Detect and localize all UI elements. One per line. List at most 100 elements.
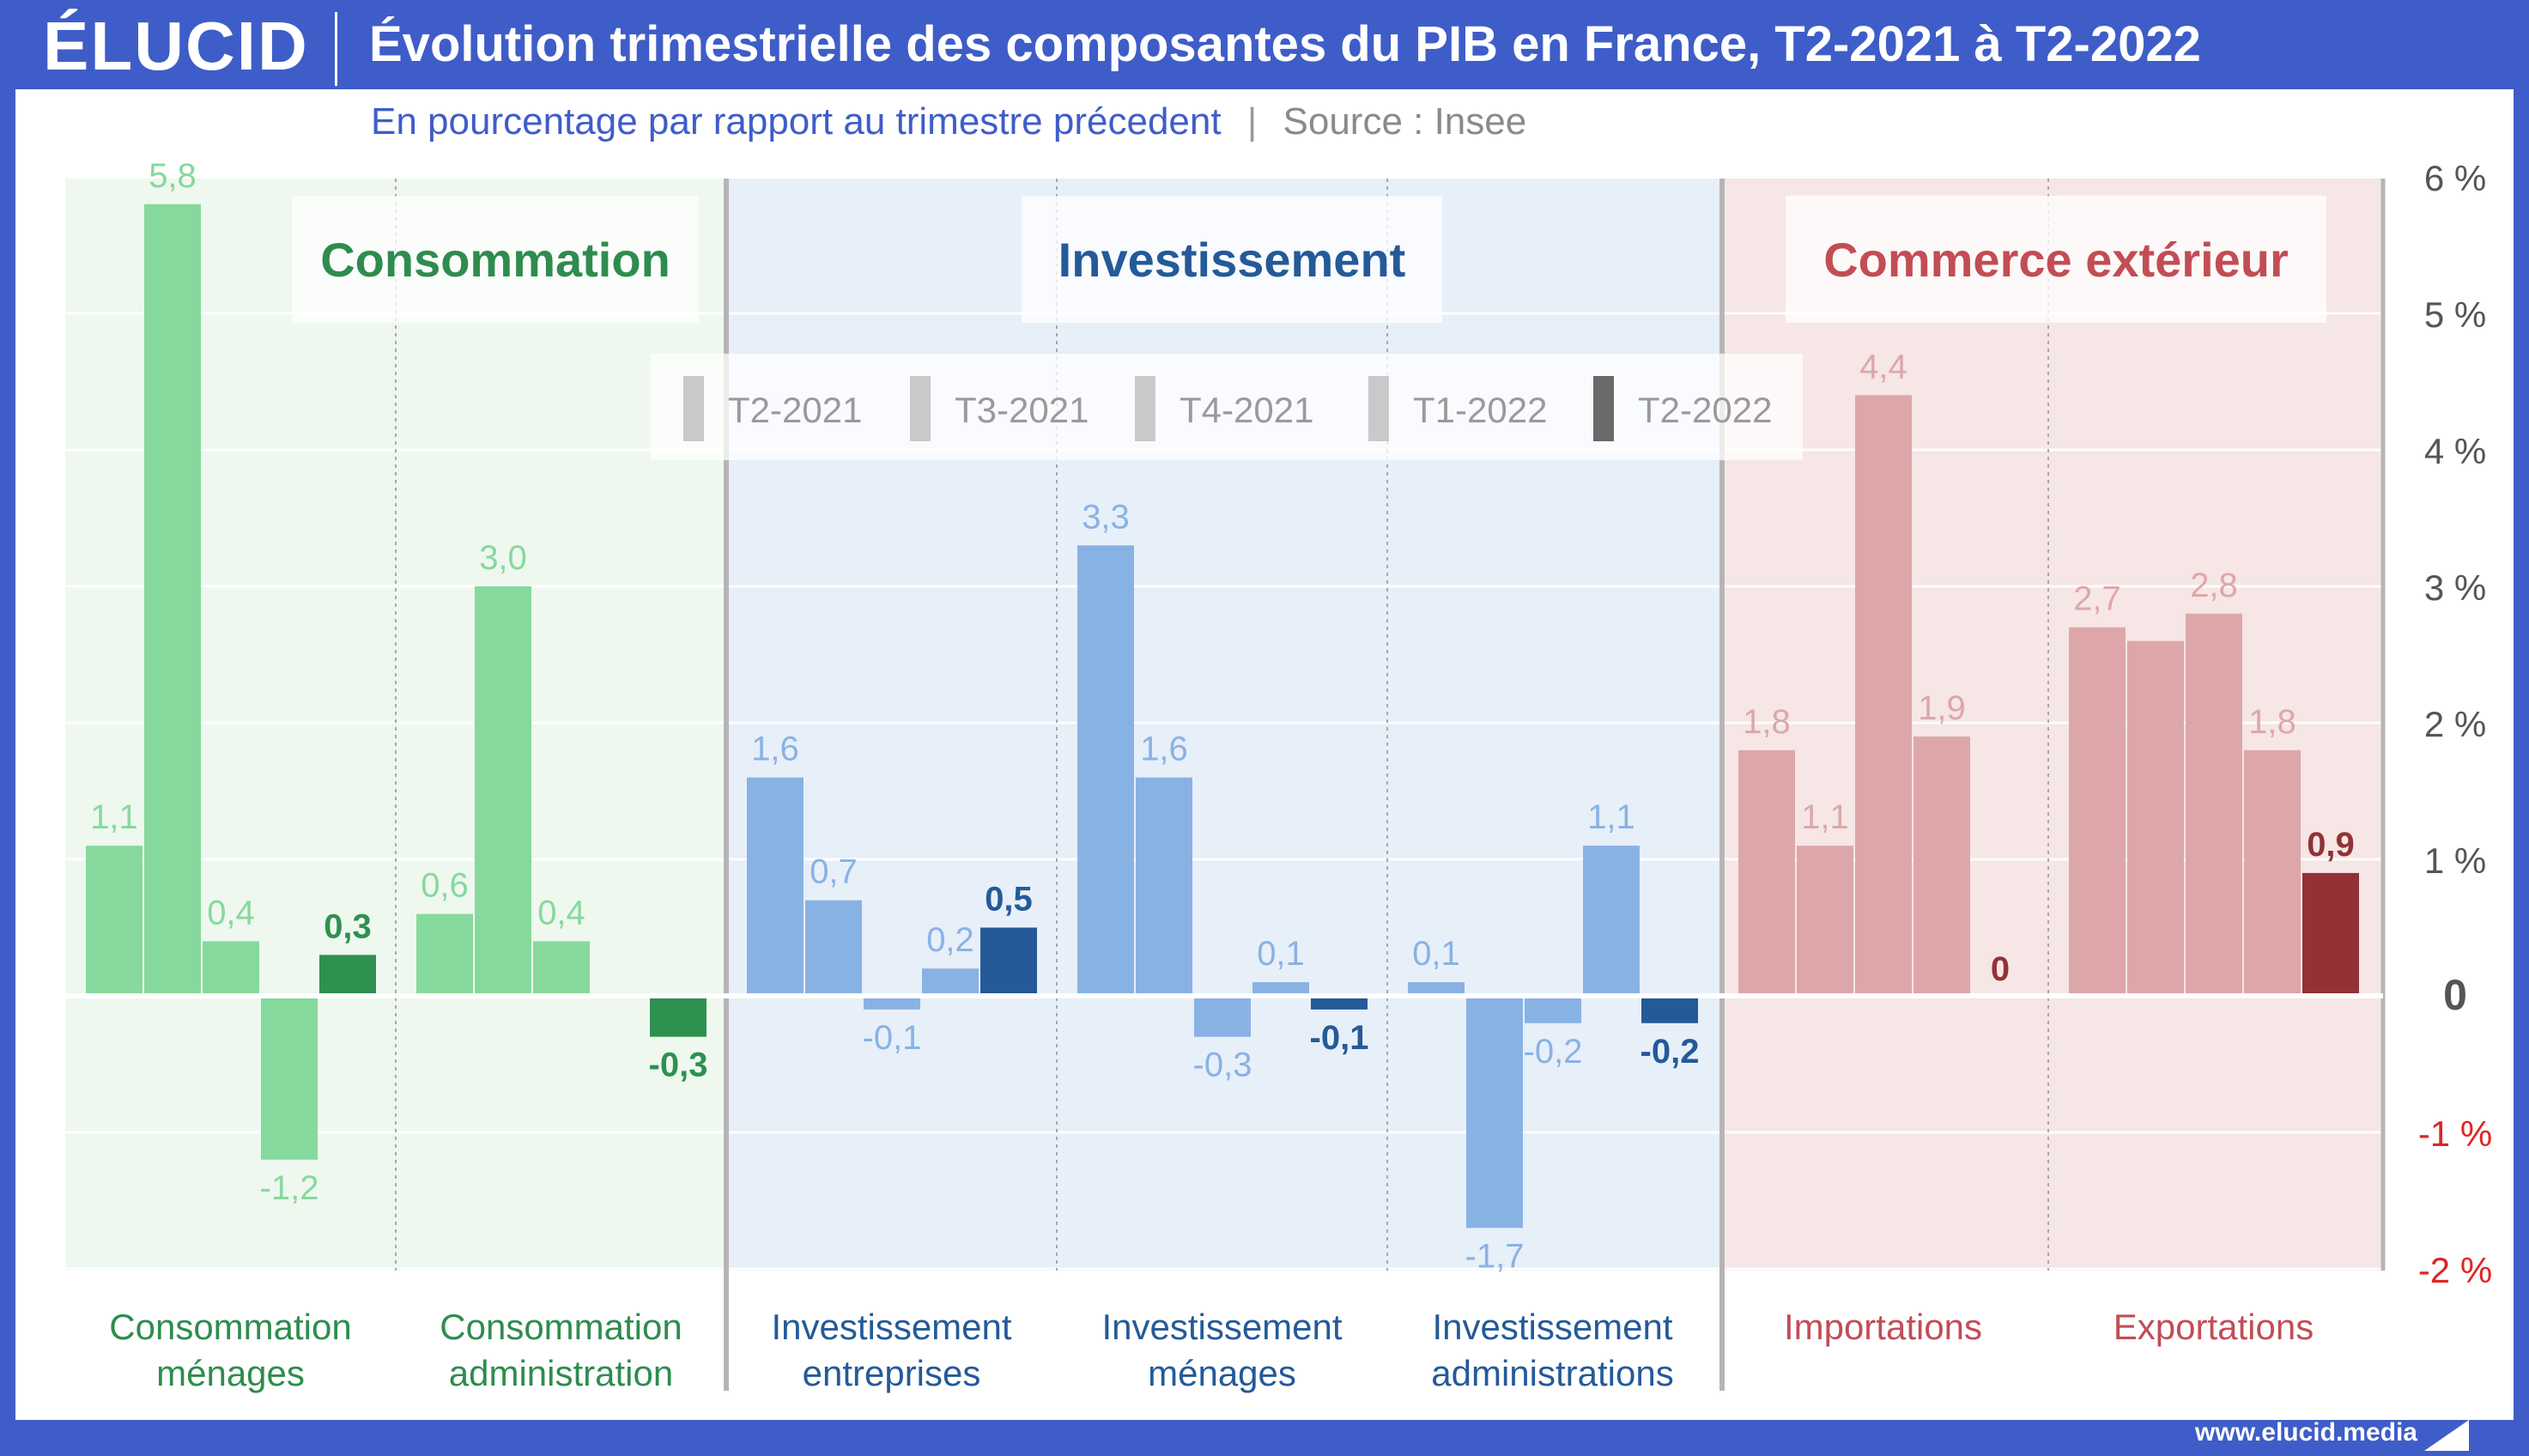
legend: T2-2021 T3-2021 T4-2021 T1-2022 T2-2022 <box>651 354 1803 460</box>
bar <box>1077 545 1134 996</box>
group-background-ext <box>1722 179 2383 1271</box>
y-tick-label: 1 % <box>2424 840 2486 881</box>
category-label-line: Consommation <box>440 1307 682 1347</box>
category-label: Consommation ménages <box>109 1307 351 1393</box>
bar <box>864 996 920 1010</box>
category-label: Investissement ménages <box>1101 1307 1342 1393</box>
data-label: 2,7 <box>2073 580 2121 618</box>
bar <box>1913 736 1970 996</box>
group-background-invest <box>726 179 1722 1271</box>
category-label: Exportations <box>2114 1307 2314 1347</box>
category-label-line: ménages <box>1148 1353 1296 1393</box>
data-label: -0,1 <box>1310 1019 1369 1057</box>
category-label-line: entreprises <box>803 1353 981 1393</box>
legend-label: T2-2022 <box>1638 390 1772 430</box>
data-label: 3,3 <box>1082 498 1130 536</box>
legend-swatch <box>1368 376 1389 441</box>
group-title: Commerce extérieur <box>1823 233 2289 287</box>
y-tick-label: 3 % <box>2424 567 2486 608</box>
data-label: -1,2 <box>260 1169 319 1207</box>
bar <box>86 846 143 996</box>
chart-subtitle: En pourcentage par rapport au trimestre … <box>371 100 1526 143</box>
data-label: 0,9 <box>2307 826 2355 864</box>
bar <box>533 941 590 996</box>
bar <box>922 968 979 996</box>
bar <box>2069 627 2126 996</box>
subtitle-main: En pourcentage par rapport au trimestre … <box>371 100 1222 143</box>
bar <box>980 927 1037 996</box>
data-label: 1,8 <box>1743 703 1791 741</box>
y-tick-label: 4 % <box>2424 431 2486 471</box>
category-label-line: administrations <box>1431 1353 1673 1393</box>
data-label: 0,4 <box>537 894 585 931</box>
category-label-line: administration <box>449 1353 673 1393</box>
bar <box>144 203 201 997</box>
group-title-box <box>292 196 699 323</box>
category-label: Investissement entreprises <box>771 1307 1011 1393</box>
group-backgrounds <box>65 179 2383 1271</box>
data-label: -0,3 <box>649 1046 708 1084</box>
bar <box>261 996 318 1160</box>
data-label: 1,6 <box>751 731 799 768</box>
group-title: Consommation <box>320 233 670 287</box>
data-label: 0,2 <box>926 921 974 959</box>
legend-swatch <box>1135 376 1155 441</box>
legend-label: T2-2021 <box>728 390 862 430</box>
bar <box>1252 982 1309 996</box>
data-label: 0,1 <box>1412 935 1460 973</box>
data-label: 0,6 <box>421 867 469 905</box>
data-label: 1,1 <box>1587 798 1635 836</box>
data-label: 1,8 <box>2248 703 2296 741</box>
elucid-logo: ÉLUCID <box>43 8 309 84</box>
footer-arrow-icon <box>2424 1420 2469 1451</box>
bar <box>2186 613 2242 996</box>
category-label-line: Investissement <box>1432 1307 1672 1347</box>
bar <box>1194 996 1251 1037</box>
bar <box>1136 777 1192 996</box>
bar <box>1408 982 1465 996</box>
category-label-line: Investissement <box>1101 1307 1342 1347</box>
data-label: 0,3 <box>324 907 372 945</box>
data-label: 4,4 <box>1859 348 1907 385</box>
x-axis: Consommation ménages Consommation administr… <box>109 1307 2314 1393</box>
group-title-box <box>1786 196 2326 323</box>
bar <box>805 900 862 996</box>
bar <box>650 996 707 1037</box>
bar <box>1738 749 1795 996</box>
data-label: 1,9 <box>1918 689 1966 727</box>
y-tick-label: -1 % <box>2418 1113 2492 1154</box>
data-label: -0,2 <box>1641 1033 1700 1071</box>
footer-url: www.elucid.media <box>2195 1418 2417 1447</box>
data-label: 2,8 <box>2190 567 2238 604</box>
bar <box>1583 846 1640 996</box>
group-titles: Consommation Investissement Commerce extér… <box>292 196 2326 323</box>
header-separator <box>335 12 337 86</box>
subtitle-source: Source : Insee <box>1283 100 1527 143</box>
data-label: -0,2 <box>1524 1033 1583 1071</box>
bar <box>319 955 376 996</box>
data-label: 5,8 <box>149 157 197 195</box>
bar <box>1525 996 1581 1023</box>
chart-title: Évolution trimestrielle des composantes … <box>369 16 2201 72</box>
bar <box>2244 749 2301 996</box>
data-label: -1,7 <box>1465 1237 1525 1275</box>
category-label-line: ménages <box>156 1353 305 1393</box>
legend-label: T4-2021 <box>1180 390 1313 430</box>
legend-swatch <box>910 376 931 441</box>
group-title: Investissement <box>1058 233 1406 287</box>
bar <box>1466 996 1523 1228</box>
y-tick-label: -2 % <box>2418 1250 2492 1290</box>
data-label: 1,1 <box>90 798 138 836</box>
data-label: 1,1 <box>1801 798 1849 836</box>
bar <box>1797 846 1853 996</box>
category-label: Investissement administrations <box>1431 1307 1673 1393</box>
category-label-line: Importations <box>1784 1307 1982 1347</box>
legend-swatch <box>1593 376 1614 441</box>
category-label-line: Consommation <box>109 1307 351 1347</box>
legend-swatch <box>683 376 704 441</box>
bar <box>203 941 259 996</box>
category-label: Consommation administration <box>440 1307 682 1393</box>
category-label-line: Exportations <box>2114 1307 2314 1347</box>
